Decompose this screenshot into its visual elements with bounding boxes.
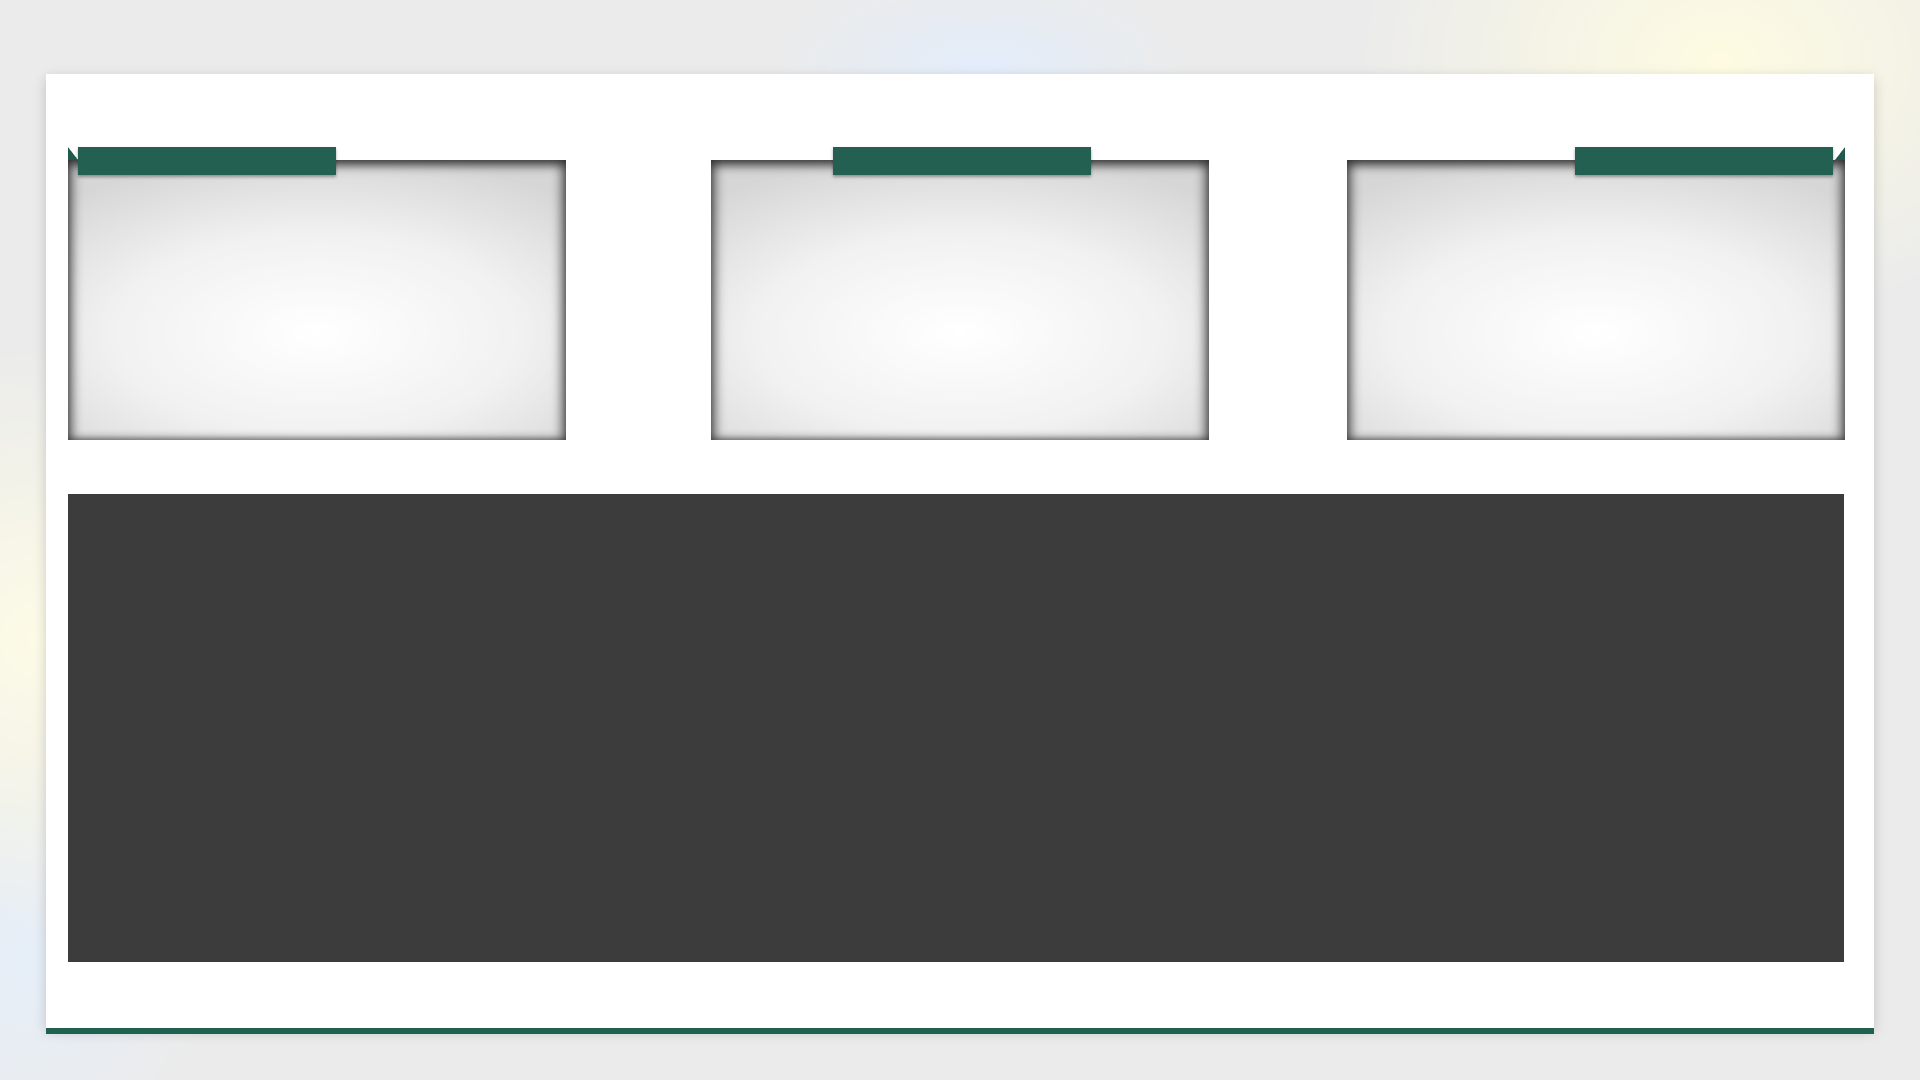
tab-fold-corner bbox=[68, 147, 78, 160]
placeholder-card-1 bbox=[68, 147, 566, 440]
placeholder-card-3 bbox=[1347, 147, 1845, 440]
card-tab-3 bbox=[1575, 147, 1833, 175]
slide-bottom-accent-bar bbox=[46, 1028, 1874, 1034]
content-panel bbox=[68, 494, 1844, 962]
placeholder-card-2 bbox=[711, 147, 1209, 440]
slide bbox=[46, 74, 1874, 1034]
tab-fold-corner bbox=[1835, 147, 1845, 160]
card-tab-2 bbox=[833, 147, 1091, 175]
card-tab-1 bbox=[78, 147, 336, 175]
